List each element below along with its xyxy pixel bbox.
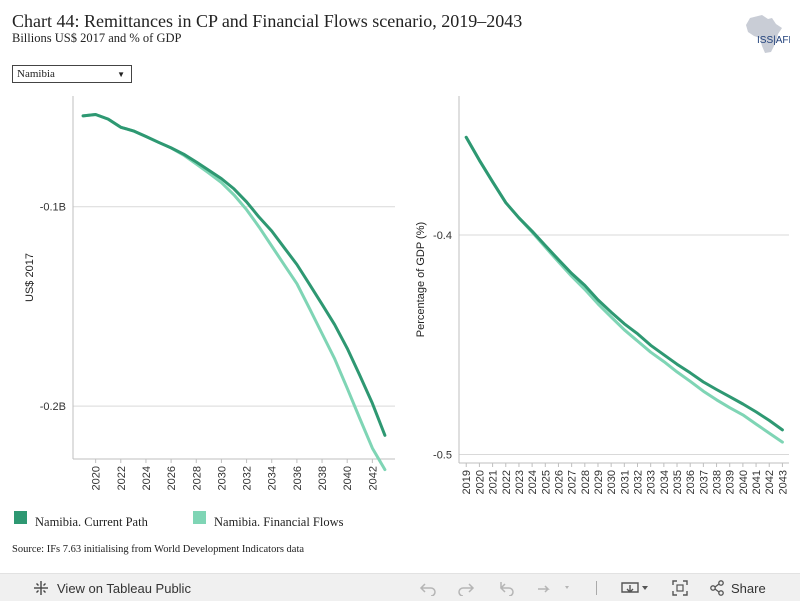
x-tick-label-gdp-2039: 2039 [725,470,737,494]
x-tick-label-gdp-2027: 2027 [567,470,579,494]
x-tick-label-usd-2022: 2022 [116,466,128,490]
tableau-logo-icon [34,581,48,595]
x-tick-label-usd-2040: 2040 [342,466,354,490]
x-tick-label-usd-2032: 2032 [242,466,254,490]
undo-button[interactable] [418,579,438,597]
view-on-tableau-public-label: View on Tableau Public [57,580,191,596]
x-tick-label-gdp-2037: 2037 [698,470,710,494]
country-dropdown-value: Namibia [17,68,55,80]
y-tick-label-gdp-1: -0.5 [433,449,452,461]
series-line-usd-current-path[interactable] [81,113,387,437]
y-tick-label-usd-0: -0.1B [40,202,66,214]
chart-panel-usd: -0.1B -0.2B 2020 2022 2024 2026 2028 2030 2032 20… [24,96,395,490]
y-tick-label-usd-1: -0.2B [40,401,66,413]
x-tick-label-usd-2020: 2020 [91,466,103,490]
share-icon [710,580,724,596]
x-tick-label-gdp-2043: 2043 [777,470,789,494]
x-tick-label-gdp-2030: 2030 [606,470,618,494]
x-tick-label-gdp-2036: 2036 [685,470,697,494]
x-tick-label-gdp-2040: 2040 [738,470,750,494]
x-tick-label-usd-2024: 2024 [141,466,153,490]
fullscreen-button[interactable] [670,579,690,597]
x-tick-label-gdp-2034: 2034 [659,470,671,494]
x-tick-label-gdp-2038: 2038 [712,470,724,494]
view-on-tableau-public-link[interactable]: View on Tableau Public [33,579,191,597]
refresh-button[interactable] [533,579,575,597]
x-tick-label-gdp-2042: 2042 [764,470,776,494]
chart-panel-gdp: -0.4 -0.5 2019 2020 2021 2022 2023 2024 2025 2026… [415,96,789,494]
y-axis-title-gdp: Percentage of GDP (%) [415,222,427,337]
x-tick-label-gdp-2031: 2031 [619,470,631,494]
y-axis-title-usd: US$ 2017 [24,253,36,302]
iss-africa-logo: ISS|AFRICA [746,15,790,53]
series-line-usd-financial-flows[interactable] [81,113,387,472]
legend-swatch-financial-flows [193,511,206,524]
logo-text: ISS|AFRICA [757,35,790,46]
redo-icon [458,583,475,596]
x-tick-label-usd-2036: 2036 [292,466,304,490]
redo-button[interactable] [456,579,476,597]
refresh-icon [538,585,569,593]
x-tick-label-gdp-2022: 2022 [501,470,513,494]
country-dropdown[interactable]: Namibia ▼ [12,65,132,83]
fullscreen-icon [672,580,688,596]
x-tick-label-gdp-2032: 2032 [633,470,645,494]
x-tick-label-usd-2028: 2028 [191,466,203,490]
x-tick-label-gdp-2024: 2024 [527,470,539,494]
legend-item-current-path[interactable]: Namibia. Current Path [14,509,184,529]
revert-button[interactable] [497,579,517,597]
triangle-down-icon: ▼ [117,70,125,79]
legend-label-current-path: Namibia. Current Path [35,515,148,529]
chart-title: Chart 44: Remittances in CP and Financia… [12,11,523,31]
legend-swatch-current-path [14,511,27,524]
x-tick-label-usd-2038: 2038 [317,466,329,490]
x-tick-label-gdp-2021: 2021 [488,470,500,494]
x-tick-label-gdp-2035: 2035 [672,470,684,494]
x-tick-label-gdp-2020: 2020 [474,470,486,494]
series-line-gdp-current-path[interactable] [464,135,784,432]
share-button[interactable]: Share [709,579,771,597]
y-tick-label-gdp-0: -0.4 [433,230,452,242]
x-tick-label-gdp-2033: 2033 [646,470,658,494]
x-tick-label-usd-2030: 2030 [216,466,228,490]
revert-icon [499,582,514,596]
tableau-toolbar: View on Tableau Public Share [0,573,800,601]
chart-subtitle: Billions US$ 2017 and % of GDP [12,31,182,45]
x-tick-label-gdp-2019: 2019 [461,470,473,494]
download-button[interactable] [620,579,652,597]
series-line-gdp-financial-flows[interactable] [464,135,784,444]
x-tick-label-usd-2042: 2042 [367,466,379,490]
x-tick-label-gdp-2028: 2028 [580,470,592,494]
legend-label-financial-flows: Namibia. Financial Flows [214,515,344,529]
undo-icon [419,583,436,596]
x-tick-label-usd-2026: 2026 [166,466,178,490]
download-icon [621,582,648,593]
share-label: Share [731,580,766,596]
source-note: Source: IFs 7.63 initialising from World… [12,544,305,555]
x-tick-label-gdp-2029: 2029 [593,470,605,494]
x-tick-label-usd-2034: 2034 [267,466,279,490]
x-tick-label-gdp-2041: 2041 [751,470,763,494]
x-tick-label-gdp-2025: 2025 [540,470,552,494]
toolbar-separator [596,581,597,595]
x-tick-label-gdp-2026: 2026 [553,470,565,494]
legend-item-financial-flows[interactable]: Namibia. Financial Flows [193,509,383,529]
x-tick-label-gdp-2023: 2023 [514,470,526,494]
